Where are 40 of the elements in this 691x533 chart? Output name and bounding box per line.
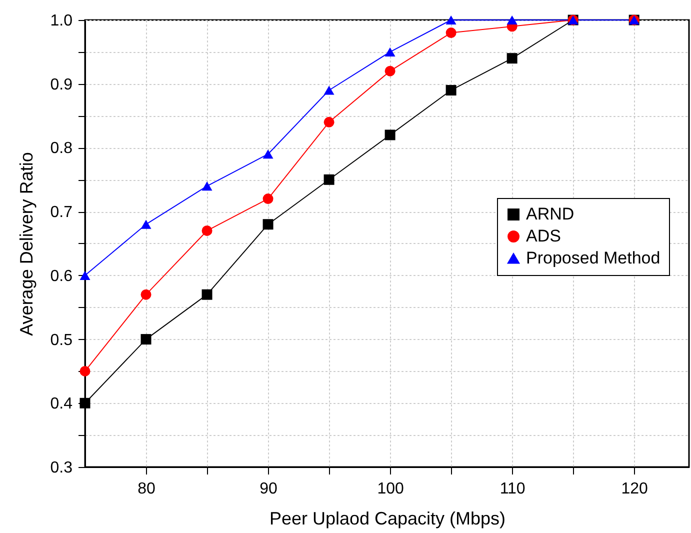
- x-tick-label: 100: [377, 480, 404, 498]
- point: [202, 181, 212, 191]
- point: [262, 194, 274, 204]
- y-tick-label: 0.8: [50, 140, 73, 158]
- y-tick-label: 0.4: [50, 396, 73, 413]
- point: [80, 366, 90, 376]
- y-tick-label: 0.9: [50, 76, 73, 94]
- legend-label: ADS: [526, 226, 561, 246]
- point: [506, 53, 518, 64]
- point: [446, 15, 456, 25]
- point: [446, 85, 456, 96]
- point: [506, 15, 518, 25]
- x-tick-label: 120: [621, 480, 648, 498]
- legend-label: Proposed Method: [526, 248, 660, 268]
- y-tick-label: 1.0: [50, 12, 73, 30]
- point: [202, 225, 212, 236]
- x-tick-label: 80: [138, 480, 156, 498]
- point: [384, 66, 396, 76]
- y-tick-label: 0.7: [50, 204, 73, 222]
- point: [262, 150, 274, 159]
- y-tick-label: 0.6: [50, 268, 73, 285]
- point: [384, 130, 396, 140]
- y-tick-label: 0.3: [50, 460, 73, 476]
- point: [324, 86, 334, 95]
- point: [262, 219, 274, 230]
- point: [80, 270, 90, 280]
- y-axis-title: Average Delivery Ratio: [16, 152, 36, 336]
- point: [140, 289, 152, 300]
- point: [140, 334, 152, 345]
- y-tick-label: 0.5: [50, 332, 73, 349]
- point: [202, 289, 212, 300]
- x-axis-title: Peer Uplaod Capacity (Mbps): [269, 508, 506, 528]
- point: [324, 174, 334, 185]
- point: [384, 47, 396, 56]
- x-tick-label: 90: [260, 480, 278, 498]
- point: [324, 116, 334, 128]
- x-tick-label: 110: [500, 480, 526, 498]
- point: [446, 28, 456, 38]
- point: [140, 220, 152, 229]
- legend-label: ARND: [526, 204, 574, 224]
